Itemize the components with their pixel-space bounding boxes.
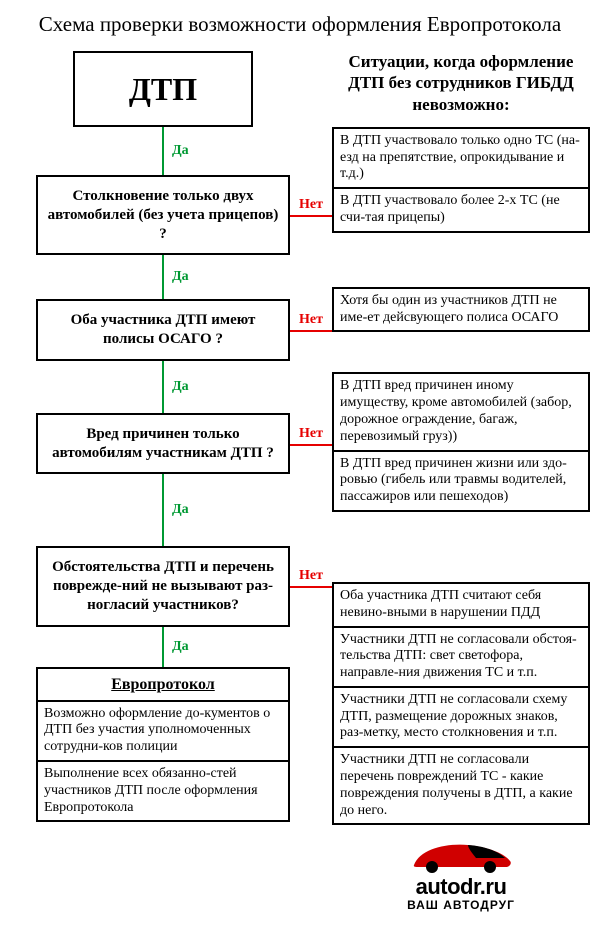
situation-group-1: В ДТП участвовало только одно ТС (на-езд…: [332, 127, 590, 233]
flowchart-columns: ДТПДа1.Столкновение только двух автомоби…: [10, 51, 590, 912]
situation-group-2: Хотя бы один из участников ДТП не име-ет…: [332, 287, 590, 333]
yes-label: Да: [172, 502, 189, 518]
situation-cell: В ДТП вред причинен иному имуществу, кро…: [334, 374, 588, 449]
situation-cell: Участники ДТП не согласовали перечень по…: [334, 746, 588, 823]
start-box: ДТП: [73, 51, 253, 127]
logo: autodr.ruВАШ АВТОДРУГ: [332, 839, 590, 912]
no-label: Нет: [299, 312, 323, 328]
no-connector: Нет: [290, 330, 332, 332]
yes-connector: Да: [162, 127, 164, 175]
final-head: Европротокол: [38, 669, 288, 700]
yes-connector: Да: [162, 255, 164, 299]
situation-cell: В ДТП вред причинен жизни или здо-ровью …: [334, 450, 588, 510]
car-icon: [406, 839, 516, 875]
situation-cell: В ДТП участвовало более 2-х ТС (не счи-т…: [334, 187, 588, 231]
no-connector: Нет: [290, 586, 332, 588]
yes-connector: Да: [162, 474, 164, 546]
logo-text-main: autodr.ru: [332, 874, 590, 900]
decision-box-1: Столкновение только двух автомобилей (бе…: [36, 175, 290, 255]
no-label: Нет: [299, 568, 323, 584]
yes-label: Да: [172, 639, 189, 655]
yes-label: Да: [172, 269, 189, 285]
yes-label: Да: [172, 143, 189, 159]
yes-connector: Да: [162, 361, 164, 413]
no-connector: Нет: [290, 444, 332, 446]
yes-label: Да: [172, 379, 189, 395]
final-box: ЕвропротоколВозможно оформление до-кумен…: [36, 667, 290, 823]
situation-cell: Оба участника ДТП считают себя невино-вн…: [334, 584, 588, 626]
situations-column: Ситуации, когда оформление ДТП без сотру…: [290, 51, 590, 912]
situation-cell: Участники ДТП не согласовали обстоя-тель…: [334, 626, 588, 686]
situation-group-4: Оба участника ДТП считают себя невино-вн…: [332, 582, 590, 826]
situation-cell: В ДТП участвовало только одно ТС (на-езд…: [334, 129, 588, 187]
logo-text-sub: ВАШ АВТОДРУГ: [332, 898, 590, 912]
decision-box-3: Вред причинен только автомобилям участни…: [36, 413, 290, 475]
final-cell: Выполнение всех обязанно-стей участников…: [38, 760, 288, 820]
page-title: Схема проверки возможности оформления Ев…: [10, 12, 590, 37]
final-cell: Возможно оформление до-кументов о ДТП бе…: [38, 700, 288, 760]
yes-connector: Да: [162, 627, 164, 667]
no-connector: Нет: [290, 215, 332, 217]
situation-group-3: В ДТП вред причинен иному имуществу, кро…: [332, 372, 590, 512]
no-label: Нет: [299, 426, 323, 442]
situation-cell: Хотя бы один из участников ДТП не име-ет…: [334, 289, 588, 331]
right-heading: Ситуации, когда оформление ДТП без сотру…: [332, 51, 590, 115]
no-label: Нет: [299, 197, 323, 213]
situation-cell: Участники ДТП не согласовали схему ДТП, …: [334, 686, 588, 746]
decision-box-2: Оба участника ДТП имеют полисы ОСАГО ?: [36, 299, 290, 361]
decision-box-4: Обстоятельства ДТП и перечень поврежде-н…: [36, 546, 290, 626]
decision-column: ДТПДа1.Столкновение только двух автомоби…: [10, 51, 290, 912]
